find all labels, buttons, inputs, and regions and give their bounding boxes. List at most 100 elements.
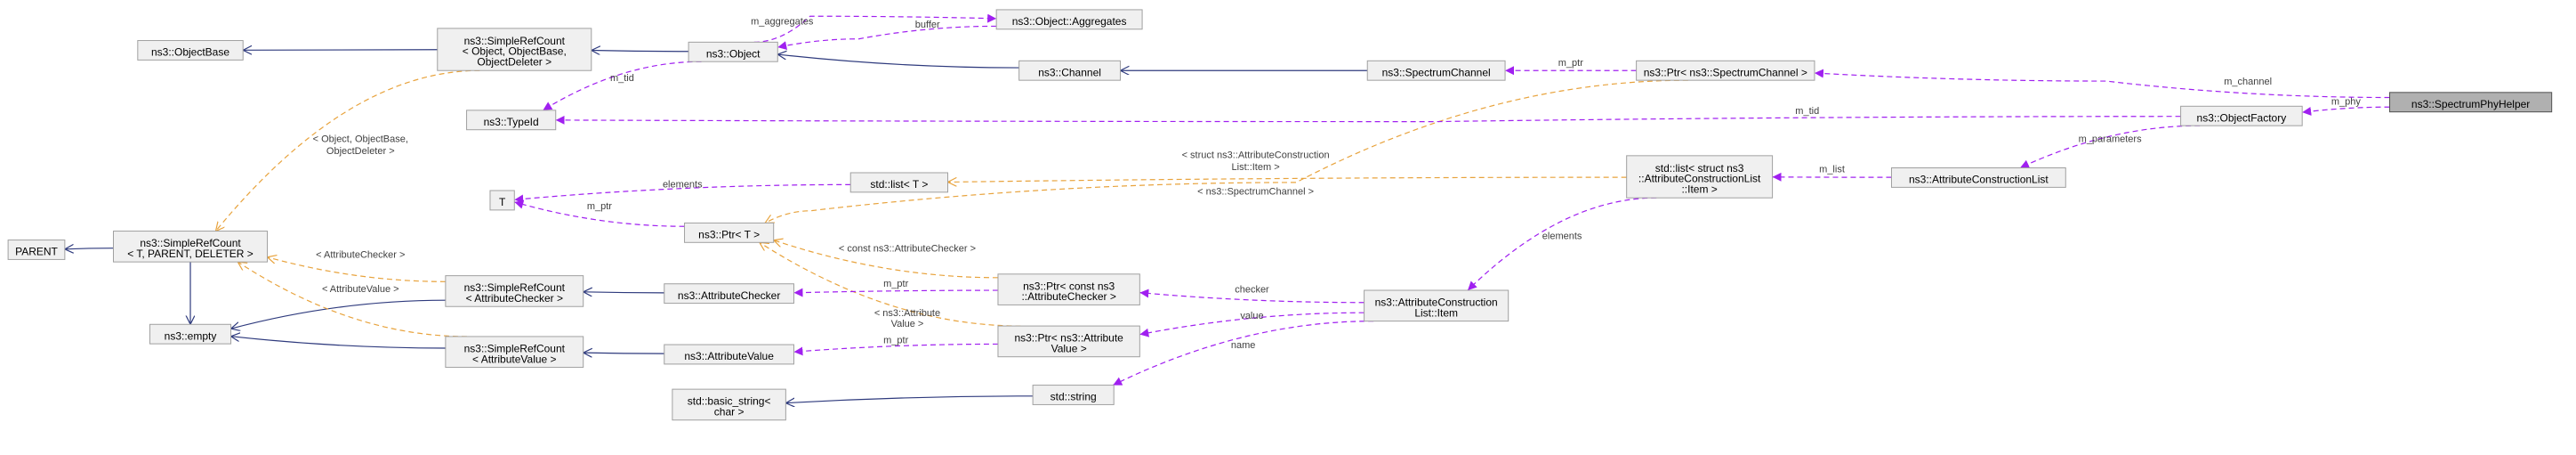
node-list_aclitem-label-2: ::Item > — [1681, 183, 1717, 196]
node-ptr_t-label-0: ns3::Ptr< T > — [698, 229, 760, 241]
node-empty-label-0: ns3::empty — [165, 329, 217, 342]
node-ptr_constac[interactable]: ns3::Ptr< const ns3::AttributeChecker > — [998, 274, 1139, 305]
edge-label-m_ptr: m_ptr — [1558, 58, 1583, 69]
node-aclitem[interactable]: ns3::AttributeConstructionList::Item — [1364, 290, 1509, 321]
node-ptr_av-label-1: Value > — [1051, 342, 1087, 354]
edge-label-m_aggregates: m_aggregates — [751, 16, 814, 27]
node-aggregates-label-0: ns3::Object::Aggregates — [1012, 15, 1127, 28]
node-object[interactable]: ns3::Object — [688, 42, 777, 61]
edge-simplerc_ac-to-empty — [231, 300, 446, 329]
edge-list_aclitem-to-list_t — [948, 177, 1627, 182]
node-T-label-0: T — [499, 196, 506, 208]
node-ptr_sc-label-0: ns3::Ptr< ns3::SpectrumChannel > — [1644, 66, 1807, 78]
node-simplerc_av-label-1: < AttributeValue > — [472, 353, 557, 365]
edge-attrchecker-to-simplerc_ac — [584, 292, 664, 293]
edge-simplerc_ac-to-simplerc_t — [268, 257, 446, 282]
edge-objectfactory-to-typeid — [556, 117, 2181, 122]
edge-aggregates-to-object — [777, 26, 996, 47]
node-spectrumchannel[interactable]: ns3::SpectrumChannel — [1367, 61, 1505, 80]
node-attrvalue[interactable]: ns3::AttributeValue — [664, 345, 794, 364]
edge-ptr_constac-to-attrchecker — [793, 290, 997, 293]
node-stdstring-label-0: std::string — [1051, 391, 1097, 403]
node-aggregates[interactable]: ns3::Object::Aggregates — [996, 10, 1142, 29]
edge-list_aclitem-to-aclitem — [1468, 198, 1656, 290]
node-ptr_av[interactable]: ns3::Ptr< ns3::AttributeValue > — [998, 326, 1139, 357]
edge-simplerc_t-to-parent — [65, 248, 114, 249]
edge-label-m_channel: m_channel — [2224, 77, 2272, 87]
edge-label-m_ptr: m_ptr — [883, 335, 908, 345]
edge-sphelper-to-ptr_sc — [1815, 73, 2390, 97]
node-spectrumchannel-label-0: ns3::SpectrumChannel — [1382, 66, 1491, 78]
edge-label-m_ptr: m_ptr — [587, 201, 612, 212]
node-list_aclitem[interactable]: std::list< struct ns3::AttributeConstruc… — [1627, 156, 1773, 198]
node-empty[interactable]: ns3::empty — [149, 324, 230, 344]
node-ptr_constac-label-1: ::AttributeChecker > — [1021, 290, 1115, 303]
node-channel[interactable]: ns3::Channel — [1019, 61, 1121, 80]
node-attrchecker[interactable]: ns3::AttributeChecker — [664, 284, 794, 304]
edge-label-m_tid: m_tid — [610, 73, 634, 84]
edges-layer: m_aggregates buffer m_tid m_ptr elements m_pt… — [65, 16, 2390, 402]
node-objectbase-label-0: ns3::ObjectBase — [151, 46, 229, 59]
edge-object-to-simplerc_obj — [592, 51, 688, 52]
node-simplerc_ac-label-1: < AttributeChecker > — [466, 292, 563, 305]
node-objectfactory-label-0: ns3::ObjectFactory — [2197, 111, 2287, 124]
edge-label-m_tid: m_tid — [1795, 106, 1819, 117]
node-ptr_t[interactable]: ns3::Ptr< T > — [685, 223, 774, 242]
edge-label-elements: elements — [663, 179, 703, 190]
template-param-label: < const ns3::AttributeChecker > — [839, 243, 976, 254]
template-param-label: < Object, ObjectBase, — [313, 134, 408, 144]
edge-label-m_list: m_list — [1819, 164, 1845, 175]
edge-label-buffer: buffer — [915, 20, 940, 30]
edge-sphelper-to-objectfactory — [2302, 107, 2389, 112]
template-param-label: Value > — [891, 319, 924, 329]
edge-label-checker: checker — [1235, 285, 1269, 296]
template-param-label: < AttributeChecker > — [316, 250, 405, 261]
edge-label-value: value — [1240, 311, 1263, 321]
node-stdstring[interactable]: std::string — [1033, 386, 1114, 405]
node-objectfactory[interactable]: ns3::ObjectFactory — [2181, 106, 2303, 126]
edge-label-m_phy: m_phy — [2331, 97, 2362, 108]
edge-simplerc_obj-to-objectbase — [243, 50, 438, 51]
edge-stdstring-to-basicstring — [785, 396, 1033, 403]
node-acl-label-0: ns3::AttributeConstructionList — [1909, 174, 2049, 186]
template-param-label: < ns3::Attribute — [874, 308, 940, 319]
node-object-label-0: ns3::Object — [706, 47, 761, 60]
edge-objectfactory-to-acl — [2020, 126, 2200, 167]
node-basicstring[interactable]: std::basic_string<char > — [672, 389, 785, 420]
node-simplerc_t-label-1: < T, PARENT, DELETER > — [127, 248, 254, 260]
node-simplerc_t[interactable]: ns3::SimpleRefCount< T, PARENT, DELETER … — [113, 232, 267, 263]
node-sphelper-label-0: ns3::SpectrumPhyHelper — [2411, 98, 2530, 110]
node-list_t[interactable]: std::list< T > — [850, 173, 947, 192]
node-typeid-label-0: ns3::TypeId — [484, 116, 539, 128]
template-param-label: ObjectDeleter > — [326, 146, 395, 157]
node-parent[interactable]: PARENT — [8, 240, 65, 260]
node-T[interactable]: T — [490, 191, 514, 210]
node-simplerc_obj[interactable]: ns3::SimpleRefCount< Object, ObjectBase,… — [438, 28, 592, 70]
node-attrchecker-label-0: ns3::AttributeChecker — [678, 289, 780, 302]
node-list_t-label-0: std::list< T > — [870, 178, 928, 191]
node-objectbase[interactable]: ns3::ObjectBase — [138, 41, 243, 61]
node-channel-label-0: ns3::Channel — [1038, 66, 1101, 78]
template-param-label: < ns3::SpectrumChannel > — [1197, 187, 1314, 198]
edge-channel-to-object — [777, 54, 1018, 68]
node-simplerc_obj-label-2: ObjectDeleter > — [477, 56, 551, 69]
nodes-layer: PARENTns3::ObjectBasens3::emptyns3::Simp… — [8, 10, 2552, 420]
node-ptr_sc[interactable]: ns3::Ptr< ns3::SpectrumChannel > — [1637, 61, 1815, 80]
template-param-label: < AttributeValue > — [322, 284, 399, 295]
node-simplerc_av[interactable]: ns3::SimpleRefCount< AttributeValue > — [446, 337, 584, 368]
node-aclitem-label-1: List::Item — [1414, 306, 1458, 319]
edge-label-m_parameters: m_parameters — [2079, 134, 2142, 144]
node-basicstring-label-1: char > — [714, 405, 745, 418]
node-sphelper[interactable]: ns3::SpectrumPhyHelper — [2390, 93, 2552, 112]
edge-label-name: name — [1231, 340, 1256, 351]
template-param-label: < struct ns3::AttributeConstruction — [1182, 150, 1330, 161]
node-parent-label-0: PARENT — [15, 246, 58, 258]
edge-label-m_ptr: m_ptr — [883, 279, 908, 289]
edge-simplerc_av-to-empty — [231, 337, 446, 348]
node-acl[interactable]: ns3::AttributeConstructionList — [1891, 168, 2065, 188]
template-param-label: List::Item > — [1232, 162, 1280, 173]
edge-label-elements: elements — [1542, 232, 1582, 242]
node-simplerc_ac[interactable]: ns3::SimpleRefCount< AttributeChecker > — [446, 276, 584, 307]
node-attrvalue-label-0: ns3::AttributeValue — [684, 350, 774, 362]
node-typeid[interactable]: ns3::TypeId — [467, 110, 556, 130]
